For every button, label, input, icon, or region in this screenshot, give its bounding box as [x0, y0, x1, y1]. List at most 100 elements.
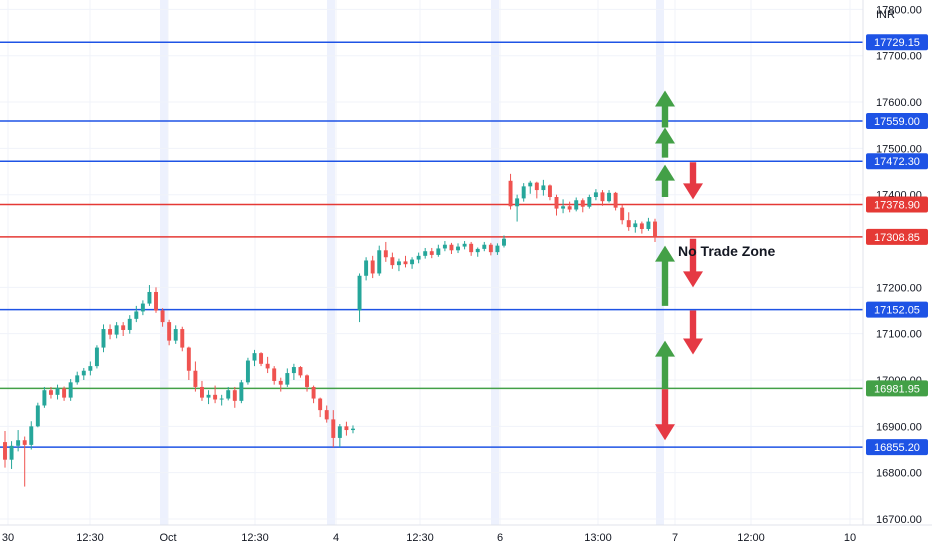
candle[interactable]	[68, 379, 73, 401]
candle[interactable]	[200, 380, 204, 401]
candle[interactable]	[278, 377, 283, 392]
candle[interactable]	[245, 357, 250, 385]
candle[interactable]	[482, 241, 487, 252]
candle[interactable]	[226, 386, 231, 401]
candle[interactable]	[324, 405, 329, 423]
candle[interactable]	[508, 173, 513, 210]
candle[interactable]	[403, 255, 408, 268]
candle[interactable]	[554, 194, 559, 216]
candle[interactable]	[410, 257, 415, 269]
candle[interactable]	[600, 190, 605, 206]
candle[interactable]	[285, 368, 290, 387]
candle[interactable]	[62, 386, 67, 401]
candle[interactable]	[55, 384, 60, 400]
candle[interactable]	[193, 361, 198, 392]
candle[interactable]	[646, 217, 651, 231]
candle[interactable]	[22, 436, 27, 487]
candle[interactable]	[114, 322, 119, 339]
candle[interactable]	[180, 326, 185, 352]
candle[interactable]	[541, 179, 546, 196]
candle[interactable]	[101, 324, 106, 353]
candle[interactable]	[154, 287, 158, 313]
candle[interactable]	[298, 366, 303, 378]
candle[interactable]	[337, 424, 342, 448]
candle[interactable]	[351, 425, 355, 434]
candle[interactable]	[567, 201, 572, 213]
candle[interactable]	[574, 197, 579, 212]
candle[interactable]	[140, 300, 145, 316]
candle[interactable]	[291, 363, 296, 381]
candle[interactable]	[580, 198, 585, 213]
candle[interactable]	[626, 212, 631, 231]
candle[interactable]	[383, 241, 388, 262]
candle[interactable]	[416, 252, 421, 264]
candle[interactable]	[475, 247, 480, 257]
candle[interactable]	[147, 285, 152, 306]
candle[interactable]	[219, 394, 224, 406]
candlestick-series[interactable]	[3, 173, 657, 487]
candle[interactable]	[9, 441, 14, 469]
candle[interactable]	[311, 385, 316, 404]
candle[interactable]	[173, 325, 178, 344]
candle[interactable]	[620, 204, 625, 225]
candle[interactable]	[469, 241, 474, 256]
candle[interactable]	[265, 356, 270, 374]
candle[interactable]	[390, 252, 395, 269]
candle[interactable]	[127, 315, 132, 334]
candle[interactable]	[377, 245, 382, 276]
candle[interactable]	[502, 235, 506, 248]
candle[interactable]	[167, 319, 172, 346]
candle[interactable]	[29, 421, 34, 450]
candle[interactable]	[16, 430, 21, 452]
candle[interactable]	[396, 258, 401, 272]
candle[interactable]	[42, 386, 47, 408]
price-axis[interactable]: 17800.0017700.0017600.0017500.0017400.00…	[876, 4, 922, 526]
candle[interactable]	[259, 352, 264, 367]
candle[interactable]	[423, 247, 428, 259]
candle[interactable]	[35, 402, 40, 428]
candle[interactable]	[528, 180, 533, 194]
candle[interactable]	[587, 194, 592, 209]
time-axis[interactable]: 30 12:30 Oct 12:30 4 12:30 6 13:00 7 12:00 10	[2, 532, 856, 544]
candle[interactable]	[75, 371, 80, 385]
candle[interactable]	[561, 199, 566, 214]
candle[interactable]	[206, 390, 211, 405]
candle[interactable]	[633, 220, 638, 233]
candle[interactable]	[534, 181, 539, 199]
candle[interactable]	[607, 190, 612, 203]
candle[interactable]	[547, 184, 552, 201]
candle[interactable]	[357, 273, 362, 323]
candle[interactable]	[318, 397, 323, 418]
candle[interactable]	[442, 241, 447, 252]
candle[interactable]	[252, 349, 257, 367]
candle[interactable]	[121, 322, 126, 336]
candle[interactable]	[239, 380, 244, 404]
candle[interactable]	[108, 324, 113, 340]
candle[interactable]	[429, 247, 434, 259]
candle[interactable]	[186, 346, 191, 381]
candle[interactable]	[81, 367, 86, 381]
candle[interactable]	[370, 255, 375, 279]
candle[interactable]	[436, 244, 441, 257]
candle[interactable]	[495, 243, 500, 255]
candle[interactable]	[364, 257, 369, 281]
candle[interactable]	[48, 386, 53, 399]
candle[interactable]	[456, 243, 460, 254]
candle[interactable]	[613, 191, 618, 211]
candle[interactable]	[3, 430, 7, 468]
candle[interactable]	[449, 242, 454, 254]
candle[interactable]	[653, 218, 657, 242]
candle[interactable]	[344, 421, 349, 436]
candle[interactable]	[272, 366, 277, 385]
candle[interactable]	[134, 305, 139, 323]
candle[interactable]	[462, 241, 467, 250]
candle[interactable]	[305, 374, 309, 392]
candle[interactable]	[160, 308, 165, 327]
candle[interactable]	[88, 361, 93, 376]
candle[interactable]	[331, 410, 336, 448]
candle[interactable]	[639, 221, 644, 234]
candle[interactable]	[488, 242, 493, 256]
candle[interactable]	[515, 194, 520, 222]
candle[interactable]	[213, 385, 218, 404]
